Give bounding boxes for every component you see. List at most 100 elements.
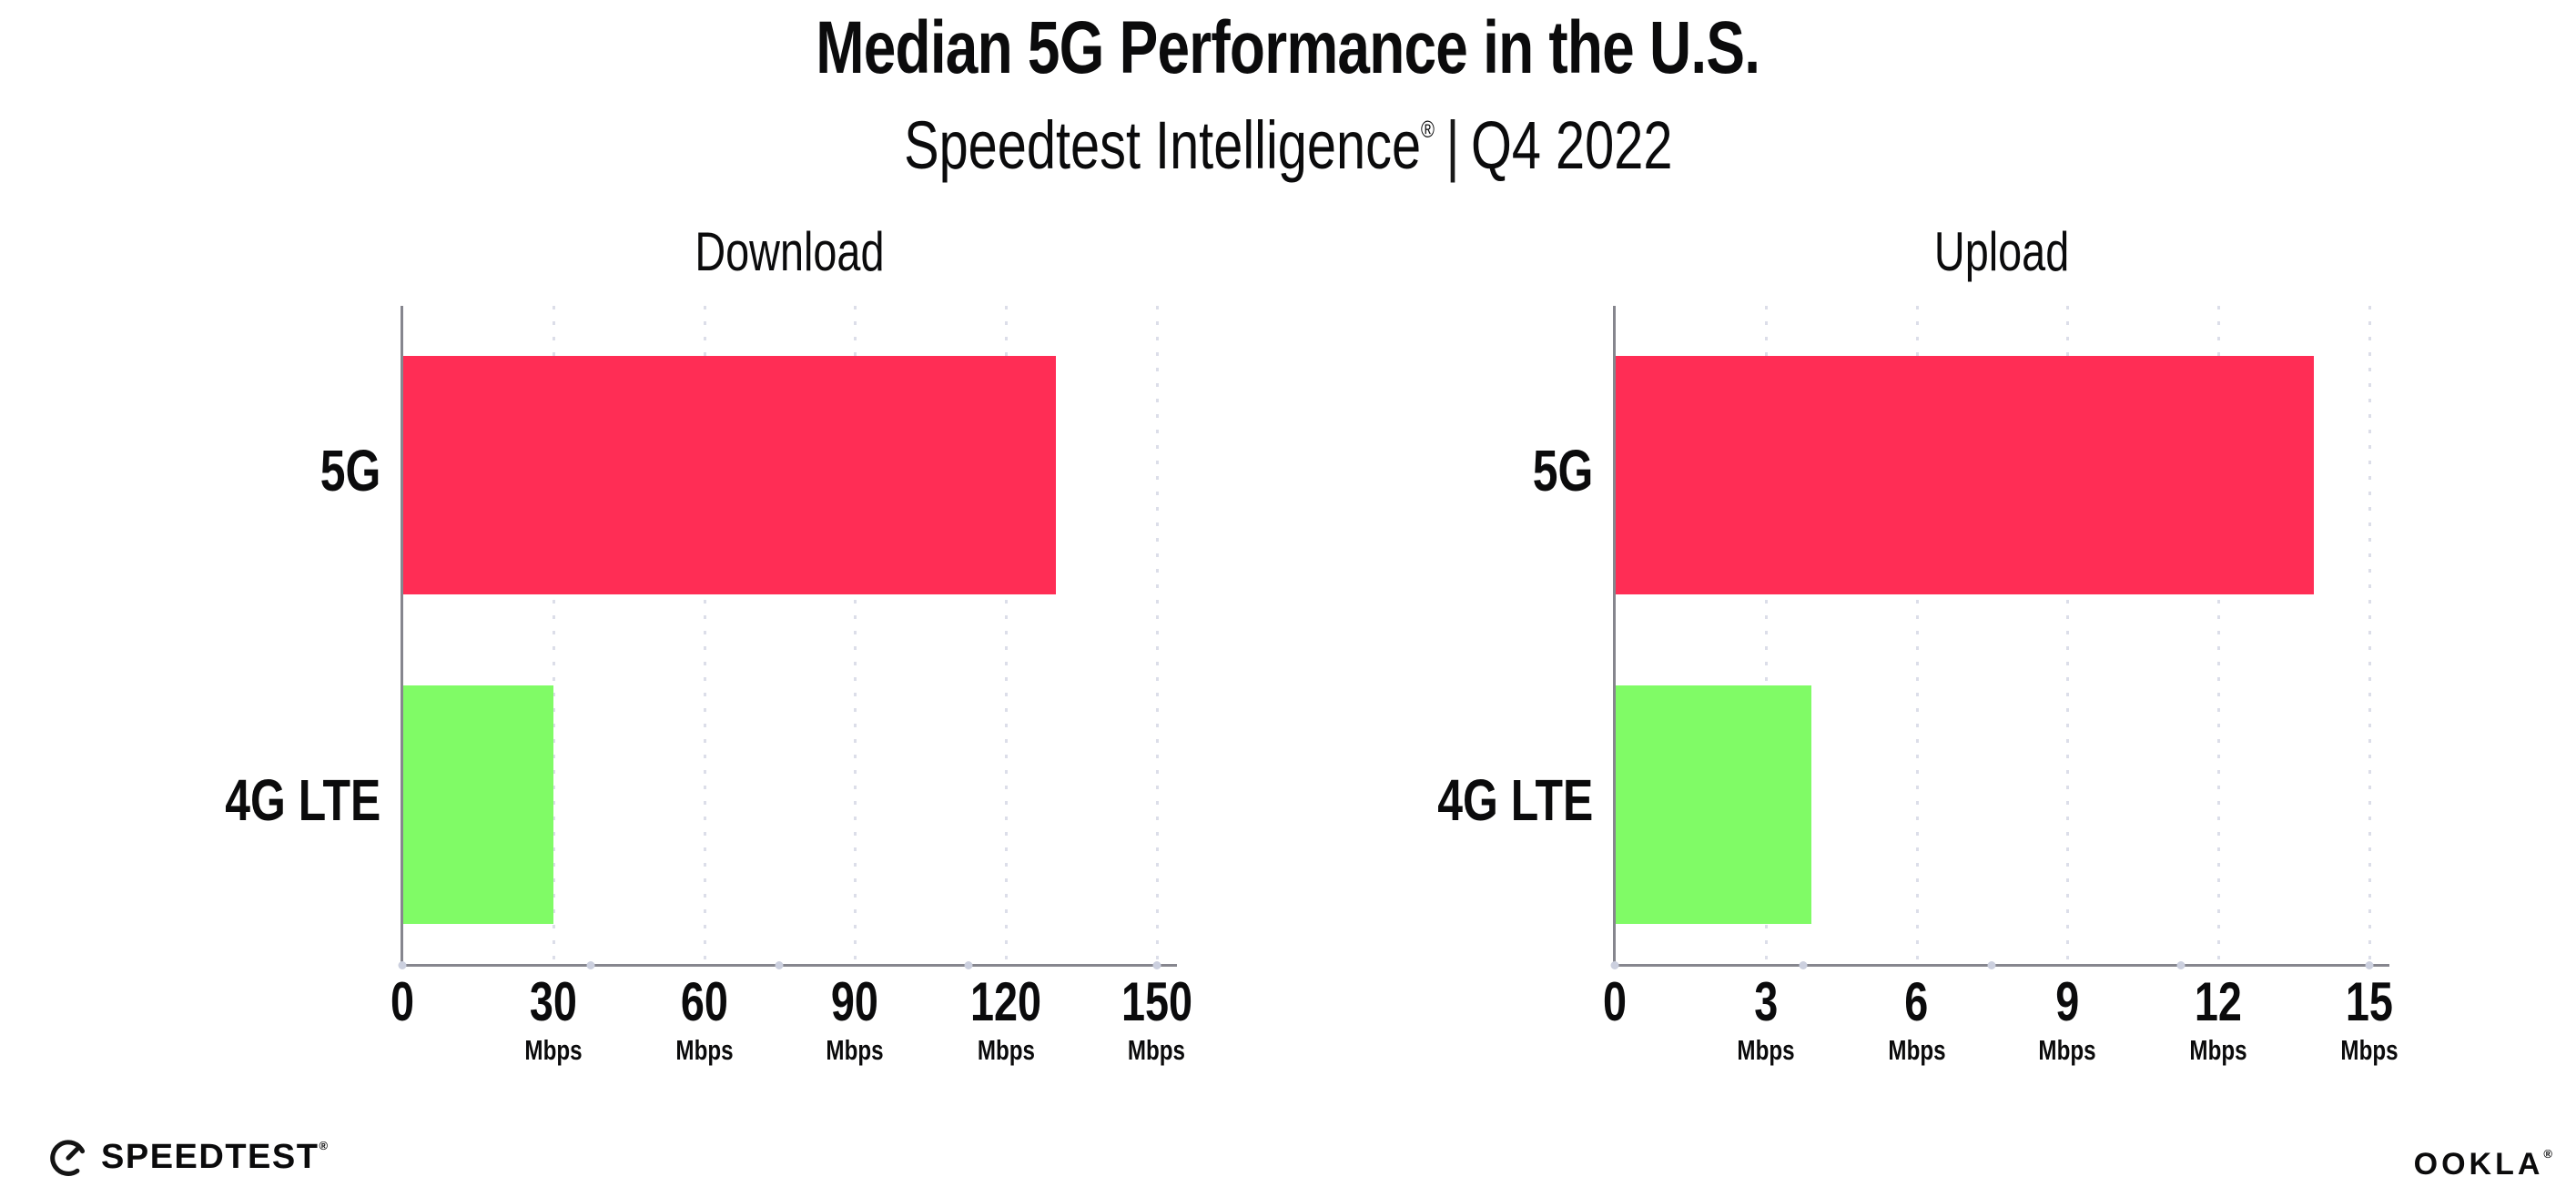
download-gridline-60 [703,306,706,965]
tick-value-text: 12 [2195,971,2243,1032]
upload-chart-title: Upload [1615,220,2389,284]
download-x-tick-150: 150 Mbps [1111,972,1202,1066]
tick-value-text: 30 [529,971,577,1032]
download-category-labels: 5G 4G LTE [120,306,380,965]
download-gridline-90 [854,306,857,965]
upload-category-label-4g-lte: 4G LTE [1333,766,1593,834]
download-x-tick-30: 30 Mbps [516,972,590,1066]
tick-value-text: 3 [1753,971,1778,1032]
upload-gridline-3 [1764,306,1768,965]
page-subtitle: Speedtest Intelligence® | Q4 2022 [0,89,2576,186]
tick-value: 150 [1111,972,1202,1032]
upload-x-tick-0: 0 [1599,972,1629,1032]
speedtest-wordmark: SPEEDTEST® [101,1138,328,1177]
tick-unit: Mbps [667,1035,741,1066]
tick-unit: Mbps [960,1035,1051,1066]
tick-value-text: 0 [1602,971,1628,1032]
tick-unit: Mbps [1111,1035,1202,1066]
download-x-tick-120: 120 Mbps [960,972,1051,1066]
speedtest-registered-mark: ® [319,1138,329,1152]
upload-x-tick-15: 15 Mbps [2332,972,2406,1066]
tick-value: 0 [387,972,417,1032]
upload-x-tick-3: 3 Mbps [1729,972,1802,1066]
tick-value-text: 9 [2055,971,2080,1032]
download-x-tick-0: 0 [387,972,417,1032]
tick-unit-text: Mbps [524,1034,583,1066]
download-axis-tick-dot [586,961,595,969]
tick-unit-text: Mbps [1737,1034,1795,1066]
tick-value: 60 [667,972,741,1032]
speedtest-gauge-icon [50,1140,86,1176]
upload-category-labels: 5G 4G LTE [1333,306,1593,965]
upload-axis-tick-dot [1799,961,1808,969]
download-axis-tick-dot [964,961,973,969]
ookla-registered-mark: ® [2543,1147,2552,1161]
tick-value-text: 120 [970,971,1042,1032]
download-axis-tick-dot [1152,961,1161,969]
download-x-axis [401,964,1177,967]
tick-value: 90 [818,972,892,1032]
upload-axis-tick-dot [1610,961,1619,969]
download-chart-title: Download [402,220,1177,284]
subtitle-separator: | [1445,107,1460,183]
upload-x-tick-12: 12 Mbps [2182,972,2256,1066]
upload-x-tick-6: 6 Mbps [1880,972,1953,1066]
upload-x-axis [1613,964,2389,967]
speedtest-wordmark-text: SPEEDTEST [101,1137,319,1176]
upload-axis-tick-dot [1987,961,1996,969]
tick-unit: Mbps [2031,1035,2104,1066]
tick-value-text: 150 [1121,971,1192,1032]
category-label-text: 5G [319,438,380,503]
download-axis-tick-dot [398,961,407,969]
download-category-label-4g-lte: 4G LTE [120,766,380,834]
download-x-tick-60: 60 Mbps [667,972,741,1066]
download-gridline-120 [1005,306,1009,965]
tick-unit: Mbps [516,1035,590,1066]
tick-unit-text: Mbps [2340,1034,2399,1066]
upload-gridline-15 [2368,306,2371,965]
tick-unit: Mbps [818,1035,892,1066]
tick-unit-text: Mbps [1128,1034,1186,1066]
tick-value-text: 0 [390,971,415,1032]
category-label-text: 4G LTE [1436,767,1593,833]
ookla-logo: OOKLA® [2414,1147,2552,1182]
tick-value: 120 [960,972,1051,1032]
upload-bar-5g [1615,356,2315,594]
download-gridline-150 [1155,306,1159,965]
tick-value: 3 [1729,972,1802,1032]
tick-value: 9 [2031,972,2104,1032]
upload-bar-4g-lte [1615,685,1811,924]
download-category-label-5g: 5G [120,437,380,504]
tick-unit: Mbps [1880,1035,1953,1066]
tick-value: 12 [2182,972,2256,1032]
upload-gridline-9 [2066,306,2070,965]
download-chart-title-text: Download [695,221,885,282]
subtitle-brand: Speedtest Intelligence [903,107,1421,183]
registered-trademark-icon: ® [1420,116,1435,143]
tick-value-text: 60 [680,971,728,1032]
tick-unit-text: Mbps [826,1034,884,1066]
upload-gridline-12 [2217,306,2221,965]
tick-value-text: 90 [831,971,879,1032]
page-title-text: Median 5G Performance in the U.S. [816,6,1761,89]
tick-value: 6 [1880,972,1953,1032]
download-plot-area [398,306,1177,969]
tick-unit-text: Mbps [2038,1034,2096,1066]
upload-y-axis [1613,306,1616,965]
upload-gridline-6 [1915,306,1919,965]
category-label-text: 4G LTE [224,767,380,833]
page-title: Median 5G Performance in the U.S. [0,5,2576,91]
tick-unit-text: Mbps [2189,1034,2247,1066]
upload-x-axis-labels: 0 3 Mbps 6 Mbps 9 Mbps 12 Mbps 15 Mbps [1603,972,2398,1109]
speedtest-logo: SPEEDTEST® [47,1136,328,1178]
tick-value: 15 [2332,972,2406,1032]
download-bar-4g-lte [402,685,553,924]
download-x-axis-labels: 0 30 Mbps 60 Mbps 90 Mbps 120 Mbps 150 Mbps [390,972,1192,1109]
upload-plot-area [1610,306,2389,969]
download-axis-tick-dot [775,961,784,969]
tick-unit: Mbps [2182,1035,2256,1066]
category-label-text: 5G [1532,438,1593,503]
ookla-wordmark: OOKLA [2413,1147,2544,1182]
upload-axis-tick-dot [2365,961,2374,969]
upload-x-tick-9: 9 Mbps [2031,972,2104,1066]
